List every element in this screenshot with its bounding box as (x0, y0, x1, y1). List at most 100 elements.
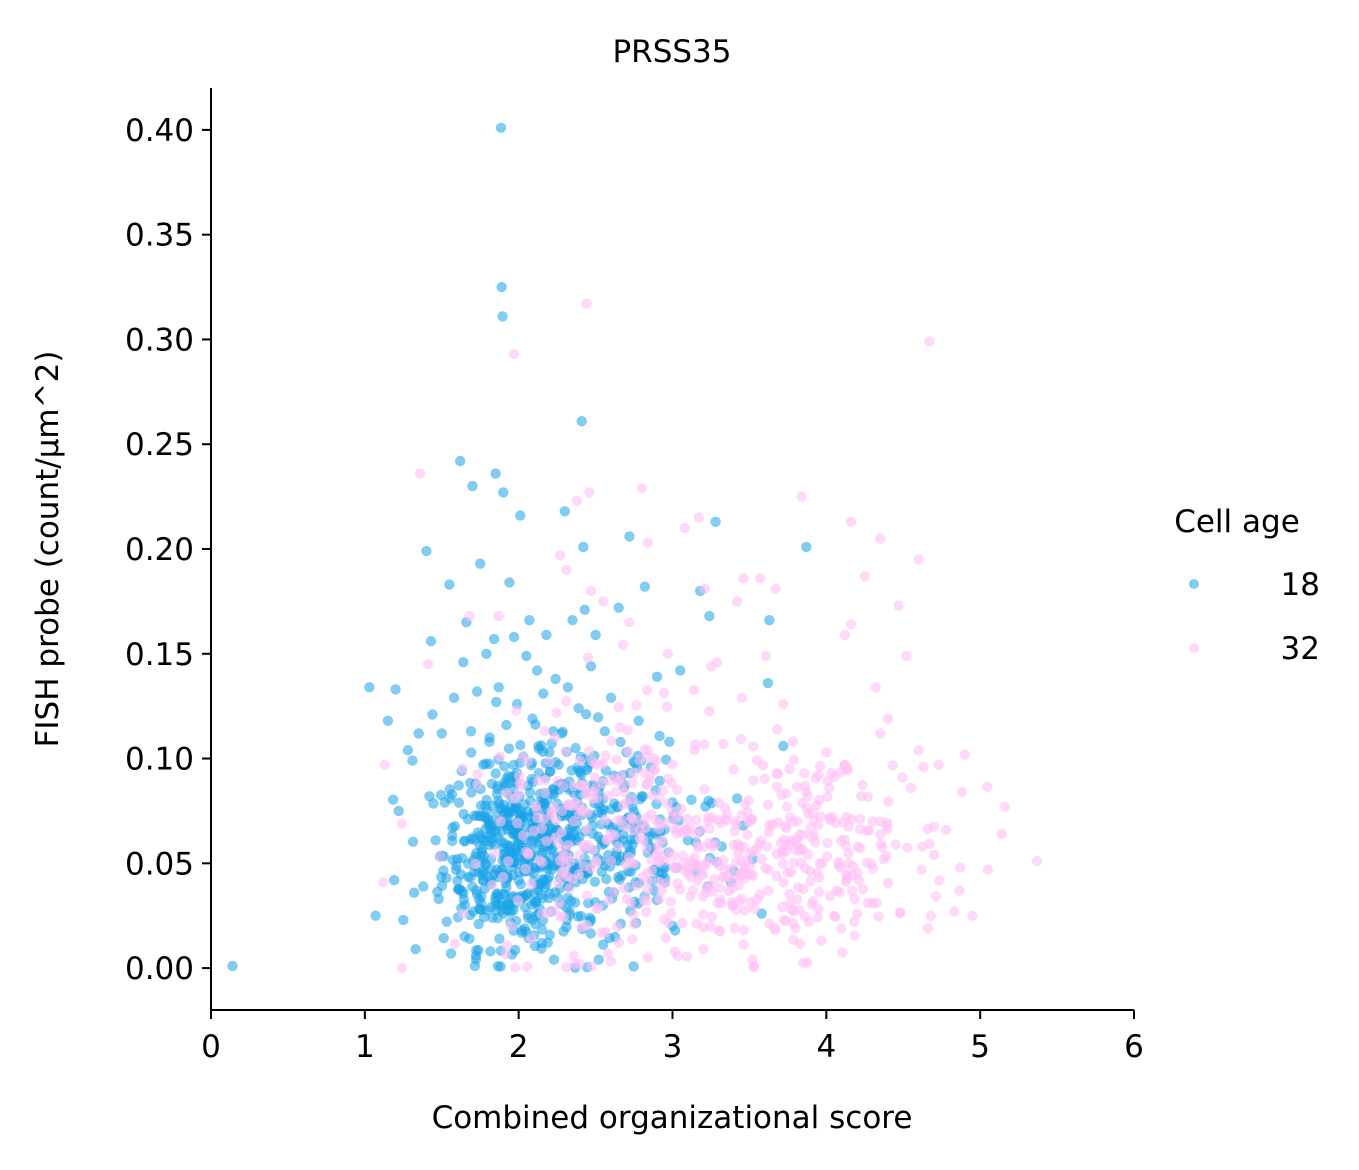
data-point-32 (887, 760, 898, 771)
data-point-32 (549, 731, 561, 743)
x-tick-label: 0 (201, 1029, 221, 1065)
data-point-18 (492, 780, 504, 791)
data-point-18 (548, 954, 560, 965)
data-point-32 (715, 925, 726, 937)
data-point-32 (695, 824, 706, 835)
data-point-18 (504, 842, 515, 853)
data-point-18 (521, 650, 532, 662)
data-point-18 (421, 545, 432, 557)
data-point-32 (924, 838, 935, 849)
data-point-32 (537, 857, 548, 868)
data-point-18 (455, 455, 466, 467)
data-point-18 (651, 671, 663, 682)
data-point-18 (458, 808, 469, 820)
data-point-32 (881, 820, 892, 832)
data-point-32 (699, 784, 710, 795)
data-point-18 (625, 834, 636, 845)
data-point-32 (770, 583, 781, 594)
data-point-32 (642, 895, 653, 906)
data-point-18 (485, 946, 496, 957)
data-point-32 (901, 650, 912, 662)
data-point-18 (453, 780, 464, 791)
data-point-32 (814, 858, 826, 869)
data-point-32 (657, 785, 668, 796)
data-point-18 (504, 577, 515, 588)
data-point-18 (364, 682, 375, 693)
data-point-32 (870, 682, 881, 693)
data-point-18 (489, 839, 500, 850)
legend-label-32: 32 (1281, 631, 1320, 667)
data-point-32 (666, 907, 677, 919)
data-point-32 (791, 894, 803, 905)
data-point-32 (583, 746, 595, 757)
data-point-32 (660, 932, 671, 944)
data-point-18 (536, 924, 548, 935)
data-point-18 (425, 636, 437, 647)
data-point-18 (614, 874, 625, 885)
data-point-18 (801, 541, 812, 553)
data-point-32 (905, 782, 917, 794)
data-point-18 (499, 889, 510, 900)
data-point-32 (672, 784, 683, 795)
data-point-32 (435, 851, 446, 862)
data-point-32 (629, 919, 640, 930)
data-point-32 (788, 857, 799, 868)
data-point-32 (679, 522, 690, 534)
data-point-18 (538, 875, 549, 886)
data-point-32 (631, 700, 642, 711)
data-point-32 (687, 858, 699, 869)
data-point-32 (585, 585, 597, 597)
data-point-32 (582, 890, 593, 901)
data-point-18 (731, 793, 743, 804)
data-point-32 (677, 850, 689, 861)
data-point-32 (922, 923, 934, 934)
data-point-32 (592, 792, 603, 804)
data-point-32 (512, 817, 523, 829)
data-point-32 (621, 893, 633, 905)
data-point-32 (930, 891, 942, 902)
data-point-18 (428, 798, 439, 809)
data-point-18 (654, 775, 665, 786)
data-point-32 (677, 827, 688, 838)
data-point-18 (453, 884, 464, 895)
data-point-32 (584, 487, 595, 498)
data-point-32 (855, 813, 866, 825)
data-point-18 (491, 696, 502, 708)
data-point-32 (603, 895, 614, 906)
data-point-18 (438, 865, 449, 876)
data-point-32 (602, 948, 614, 959)
data-point-18 (633, 715, 644, 726)
data-point-18 (505, 906, 517, 918)
data-point-18 (459, 931, 470, 942)
data-point-32 (508, 348, 520, 360)
chart-title: PRSS35 (612, 34, 731, 70)
data-point-18 (494, 933, 505, 944)
data-point-32 (526, 879, 537, 890)
data-point-32 (697, 909, 709, 920)
data-point-18 (570, 742, 581, 754)
data-point-32 (735, 855, 747, 866)
data-point-18 (502, 898, 514, 910)
data-point-18 (559, 506, 570, 517)
data-point-32 (464, 610, 475, 622)
data-point-32 (396, 962, 407, 974)
data-point-32 (857, 883, 869, 895)
data-point-32 (422, 659, 434, 670)
data-point-18 (467, 480, 478, 492)
data-point-32 (740, 798, 751, 810)
data-point-32 (882, 877, 894, 888)
data-point-18 (227, 960, 238, 972)
data-point-32 (928, 849, 940, 861)
data-point-32 (522, 961, 533, 972)
data-point-32 (617, 639, 629, 650)
data-point-32 (711, 657, 723, 668)
data-point-18 (448, 692, 460, 703)
data-point-32 (822, 775, 833, 787)
data-point-32 (745, 860, 756, 871)
data-point-32 (802, 808, 814, 819)
data-point-18 (402, 745, 414, 756)
data-point-32 (553, 877, 564, 889)
data-point-32 (610, 787, 621, 798)
data-point-32 (706, 911, 718, 923)
data-point-18 (370, 910, 381, 921)
